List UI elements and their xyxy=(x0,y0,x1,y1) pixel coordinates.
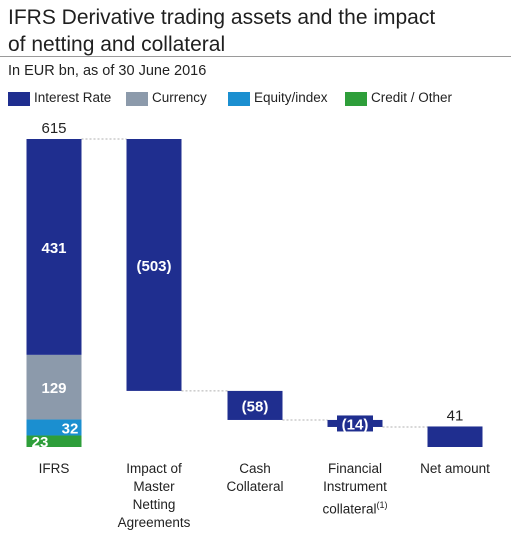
category-label-ifrs: IFRS xyxy=(38,461,70,476)
category-label-financial-instrument-collateral: Financial Instrument collateral(1) xyxy=(300,460,410,519)
chart-subtitle: In EUR bn, as of 30 June 2016 xyxy=(8,63,207,79)
data-label-currency: 129 xyxy=(41,380,66,397)
legend-label-currency: Currency xyxy=(152,90,207,105)
category-label-cash-collateral: Cash Collateral xyxy=(226,461,284,494)
data-label-cash-collateral: (58) xyxy=(242,398,269,415)
legend-swatch-interest-rate xyxy=(8,92,30,106)
chart-title: IFRS Derivative trading assets and the i… xyxy=(8,6,436,56)
category-label-net-amount: Net amount xyxy=(420,461,490,476)
data-label-master-netting: (503) xyxy=(136,258,171,275)
ifrs-bar-currency xyxy=(26,354,82,420)
data-label-box-financial-instrument xyxy=(337,415,373,432)
data-label-financial-instrument: (14) xyxy=(342,416,369,433)
legend-swatch-equity-index xyxy=(228,92,250,106)
footnote-marker: (1) xyxy=(376,500,388,510)
step-bar-2 xyxy=(227,390,283,420)
legend-label-equity-index: Equity/index xyxy=(254,90,328,105)
legend-label-interest-rate: Interest Rate xyxy=(34,90,112,105)
title-divider xyxy=(0,56,511,57)
category-label-master-netting: Impact of Master Netting Agreements xyxy=(117,461,191,530)
step-bar-1 xyxy=(126,139,182,391)
legend-swatch-currency xyxy=(126,92,148,106)
net-amount-bar xyxy=(427,426,483,447)
ifrs-bar-interest-rate xyxy=(26,139,82,355)
data-label-ifrs-total: 615 xyxy=(41,120,66,137)
data-label-credit-other: 23 xyxy=(32,434,49,451)
legend-swatch-credit-other xyxy=(345,92,367,106)
data-label-net-amount: 41 xyxy=(447,407,464,424)
ifrs-bar-credit-other xyxy=(26,435,82,447)
ifrs-bar-equity-index xyxy=(26,419,82,436)
data-label-interest-rate: 431 xyxy=(41,240,66,257)
data-label-equity-index: 32 xyxy=(62,420,79,437)
category-label-financial-instrument-text: Financial Instrument collateral xyxy=(322,461,387,517)
legend-label-credit-other: Credit / Other xyxy=(371,90,453,105)
